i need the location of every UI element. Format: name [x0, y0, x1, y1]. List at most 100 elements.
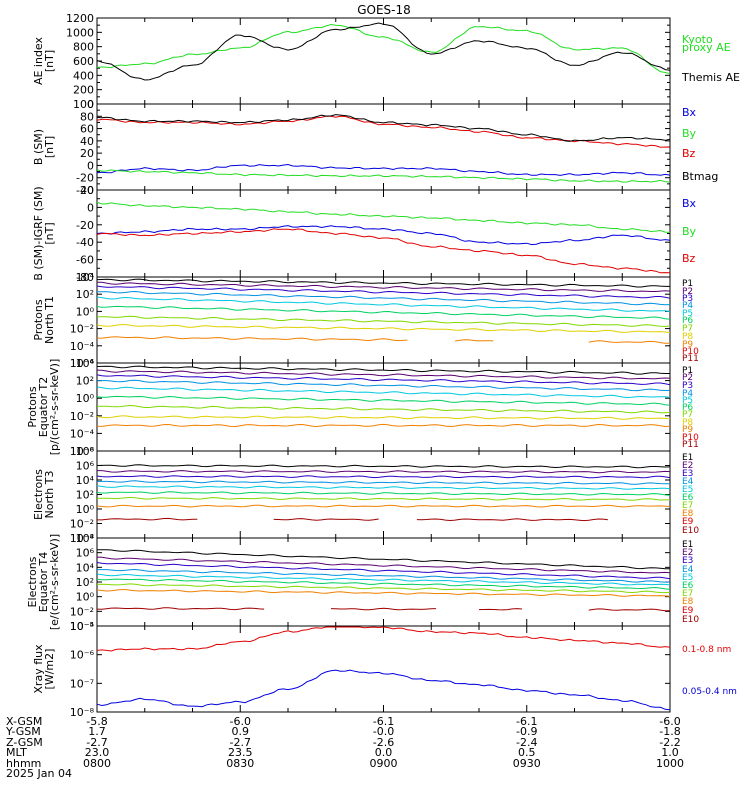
y-tick-label: 60: [80, 123, 94, 136]
y-tick-label: 10⁻⁴: [70, 340, 95, 353]
y-axis-label: B (SM)-IGRF (SM): [32, 186, 45, 280]
legend-entry: Bx: [682, 106, 697, 119]
y-tick-label: 800: [73, 41, 94, 54]
y-axis-label: Electrons: [32, 469, 45, 520]
y-tick-label: 20: [80, 147, 94, 160]
legend-entry: E8: [682, 509, 694, 519]
series-line-P3: [96, 374, 671, 386]
legend-entry: Kyoto: [682, 33, 713, 46]
series-line-P9: [96, 423, 671, 428]
series-line-By: [96, 169, 671, 183]
series-line-P2: [96, 281, 671, 293]
x-axis-row-value: -2.2: [659, 736, 680, 749]
legend-entry: E9: [682, 606, 694, 616]
legend-entry: P6: [682, 316, 693, 326]
series-line-E3: [96, 475, 671, 479]
x-axis-row-value: -1.8: [659, 725, 680, 738]
series-line-P6: [96, 305, 671, 320]
legend-entry: Bz: [682, 147, 696, 160]
panel-frame: [96, 625, 671, 713]
x-axis-row-value: -6.0: [659, 715, 680, 728]
legend-entry: By: [682, 225, 697, 238]
series-line-E9: [96, 607, 671, 612]
y-tick-label: 10⁻⁴: [70, 620, 95, 633]
y-tick-label: 400: [73, 69, 94, 82]
legend-entry: E7: [682, 501, 693, 511]
legend-entry: P6: [682, 403, 693, 413]
x-axis-row-value: 0830: [226, 757, 254, 770]
y-tick-label: 200: [73, 84, 94, 97]
y-tick-label: 1200: [66, 12, 94, 25]
legend-entry: 0.1-0.8 nm: [682, 645, 731, 655]
series-line-E1: [96, 464, 671, 469]
series-line-E4: [96, 480, 671, 485]
y-axis-label: [nT]: [43, 136, 56, 158]
y-axis-label: [nT]: [43, 222, 56, 244]
y-tick-label: 10⁶: [76, 460, 95, 473]
legend-entry: Bx: [682, 197, 697, 210]
x-axis-row-value: 23.0: [85, 746, 110, 759]
y-axis-label: North T3: [43, 471, 56, 519]
y-tick-label: 10⁸: [76, 445, 95, 458]
legend-entry: 0.05-0.4 nm: [682, 687, 737, 697]
x-axis-row-value: 0.5: [518, 746, 536, 759]
y-tick-label: -40: [76, 184, 94, 197]
y-tick-label: 10²: [76, 489, 94, 502]
series-line-E4: [97, 568, 670, 583]
legend-entry: P10: [682, 433, 699, 443]
y-tick-label: 10²: [76, 288, 94, 301]
series-line-E3: [96, 562, 671, 580]
x-axis-row-value: -6.1: [516, 715, 537, 728]
x-axis-row-label: X-GSM: [6, 715, 42, 728]
x-axis-info: X-GSM -5.8 -6.0 -6.1 -6.1 -6.0 Y-GSM 1.7 0.9 -0.0…: [5, 715, 684, 780]
series-line-E6: [96, 491, 671, 496]
series-line-P8: [96, 415, 671, 420]
panel-frame: [96, 17, 671, 105]
legend-entry: Bz: [682, 252, 696, 265]
y-tick-label: 10⁻⁵: [70, 620, 94, 633]
series-line-E9: [97, 517, 608, 522]
series-line-Themis AE: [96, 22, 671, 81]
x-axis-row-value: 1000: [656, 757, 684, 770]
legend-entry: E4: [682, 477, 694, 487]
y-tick-label: 600: [73, 55, 94, 68]
legend-entry: By: [682, 127, 697, 140]
y-axis-label: Xray flux: [32, 644, 45, 694]
y-tick-label: 10⁸: [76, 532, 95, 545]
y-tick-label: 10⁰: [76, 591, 95, 604]
x-axis-row-label: MLT: [6, 746, 27, 759]
series-line-E1: [97, 549, 670, 570]
panel-3: -80 -60 -40 -20 0 20 B (SM)-IGRF (SM)[nT] Bx By B…: [32, 184, 697, 284]
legend-entry: E8: [682, 597, 694, 607]
series-line-P5: [96, 296, 671, 312]
legend-entry: P1: [682, 279, 693, 289]
y-tick-label: 100: [73, 98, 94, 111]
legend-entry: P7: [682, 324, 693, 334]
legend-entry: P5: [682, 396, 693, 406]
y-tick-label: 10⁻⁶: [70, 649, 95, 662]
y-tick-label: 10⁻²: [70, 323, 94, 336]
series-line-Bz: [96, 115, 671, 148]
x-axis-row-value: 0930: [513, 757, 541, 770]
legend-entry: P7: [682, 410, 693, 420]
legend-entry: E3: [682, 469, 693, 479]
y-tick-label: -20: [76, 219, 94, 232]
legend-entry: E6: [682, 493, 694, 503]
x-axis-row-value: -2.6: [373, 736, 394, 749]
y-axis-label: [W/m2]: [43, 649, 56, 690]
legend-entry: E10: [682, 615, 699, 625]
x-axis-row-value: -2.7: [230, 736, 251, 749]
y-tick-label: 10⁴: [76, 474, 95, 487]
legend-entry: E6: [682, 581, 694, 591]
y-tick-label: 10⁻⁶: [70, 445, 95, 458]
legend-entry: P8: [682, 332, 693, 342]
legend-entry: E7: [682, 589, 693, 599]
legend-entry: P9: [682, 425, 693, 435]
y-tick-label: 80: [80, 110, 94, 123]
